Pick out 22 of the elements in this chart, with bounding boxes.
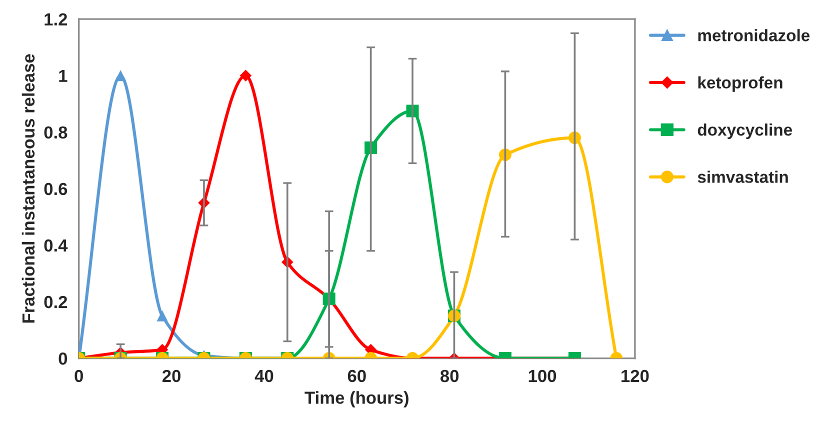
y-tick-label: 1 (59, 70, 68, 82)
y-tick-label: 0 (58, 352, 68, 365)
y-tick-label: 0.6 (44, 182, 68, 196)
x-axis-title: Time (hours) (304, 391, 408, 408)
x-tick-label: 60 (348, 370, 366, 382)
y-tick-label: 0.8 (44, 126, 68, 139)
x-tick-label: 40 (254, 370, 274, 382)
y-tick-label: 0.4 (44, 239, 68, 252)
y-axis-title: Fractional instantaneous release (22, 54, 35, 323)
legend-label: doxycycline (698, 123, 792, 140)
y-tick-label: 1.2 (44, 13, 68, 26)
y-tick-label: 0.2 (44, 296, 68, 308)
x-tick-label: 120 (622, 370, 649, 382)
x-tick-label: 20 (162, 370, 180, 382)
point (240, 70, 252, 82)
x-tick-label: 80 (440, 370, 459, 382)
legend-label: metronidazole (698, 29, 810, 42)
legend-label: ketoprofen (698, 76, 782, 92)
x-tick-label: 0 (74, 370, 83, 382)
point (115, 70, 126, 82)
x-tick-label: 100 (528, 370, 556, 382)
legend-label: simvastatin (698, 170, 788, 183)
